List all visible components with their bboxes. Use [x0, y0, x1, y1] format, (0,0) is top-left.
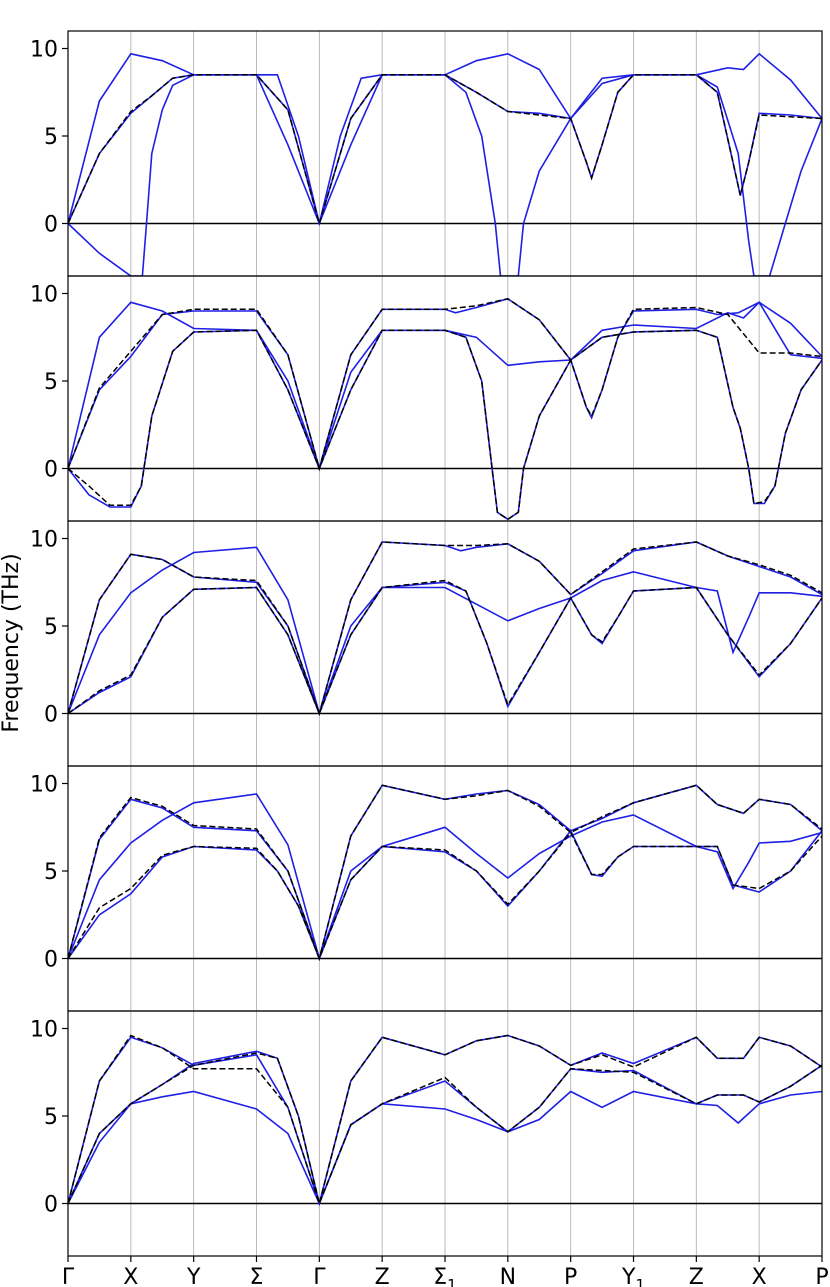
- panel-curves: [68, 784, 822, 962]
- y-tick-label: 0: [44, 703, 58, 728]
- x-tick-labels: Γ X Y Σ Γ Z Σ1 N P Y1 Z X P: [62, 1256, 829, 1287]
- panel-2: 0 5 10: [30, 275, 823, 522]
- dashed-branch: [68, 831, 822, 961]
- panels-layer: 0 5 10 0 5 10 0 5 10 0 5 10 0 5 10: [30, 30, 823, 1257]
- x-tick-label: P: [564, 1265, 577, 1287]
- y-tick-label: 5: [44, 615, 58, 640]
- y-tick-label: 0: [44, 1193, 58, 1218]
- y-tick-label: 5: [44, 370, 58, 395]
- dashed-branch: [68, 579, 822, 716]
- x-tick-label: Γ: [313, 1265, 326, 1287]
- x-tick-label: Y1: [621, 1265, 645, 1287]
- y-tick-label: 10: [30, 38, 58, 63]
- solid-branch: [68, 74, 822, 276]
- x-tick-label: P: [815, 1265, 828, 1287]
- y-tick-label: 0: [44, 458, 58, 483]
- solid-branch: [68, 1090, 822, 1206]
- solid-branch: [68, 301, 822, 471]
- y-tick-label: 10: [30, 1018, 58, 1043]
- x-tick-label: Σ1: [433, 1265, 456, 1287]
- solid-branch: [68, 1034, 822, 1207]
- panel-curves: [68, 52, 822, 276]
- panel-3: 0 5 10: [30, 520, 823, 767]
- solid-branch: [68, 784, 822, 962]
- x-tick-label: Σ: [250, 1265, 264, 1287]
- y-tick-label: 5: [44, 125, 58, 150]
- panel-4: 0 5 10: [30, 765, 823, 1012]
- y-tick-label: 0: [44, 213, 58, 238]
- panel-curves: [68, 1034, 822, 1207]
- panel-curves: [68, 541, 822, 717]
- x-tick-label: Z: [375, 1265, 390, 1287]
- panel-curves: [68, 297, 822, 521]
- dashed-branch: [68, 297, 822, 472]
- y-tick-label: 0: [44, 948, 58, 973]
- x-tick-label: Γ: [62, 1265, 75, 1287]
- dashed-branch: [68, 1052, 822, 1206]
- y-tick-label: 10: [30, 528, 58, 553]
- x-tick-label: Y: [186, 1265, 201, 1287]
- solid-branch: [68, 546, 822, 717]
- y-tick-label: 5: [44, 1105, 58, 1130]
- x-tick-label: N: [500, 1265, 516, 1287]
- y-tick-label: 10: [30, 283, 58, 308]
- x-tick-label: X: [752, 1265, 767, 1287]
- panel-1: 0 5 10: [30, 30, 823, 277]
- x-tick-label: Z: [689, 1265, 704, 1287]
- x-tick-label: X: [123, 1265, 138, 1287]
- y-tick-label: 5: [44, 860, 58, 885]
- panel-5: 0 5 10: [30, 1010, 823, 1257]
- dashed-branch: [68, 74, 822, 227]
- y-axis-label: Frequency (THz): [0, 553, 24, 732]
- dashed-branch: [68, 329, 822, 521]
- dashed-branch: [68, 541, 822, 716]
- solid-branch: [68, 793, 822, 962]
- y-tick-label: 10: [30, 773, 58, 798]
